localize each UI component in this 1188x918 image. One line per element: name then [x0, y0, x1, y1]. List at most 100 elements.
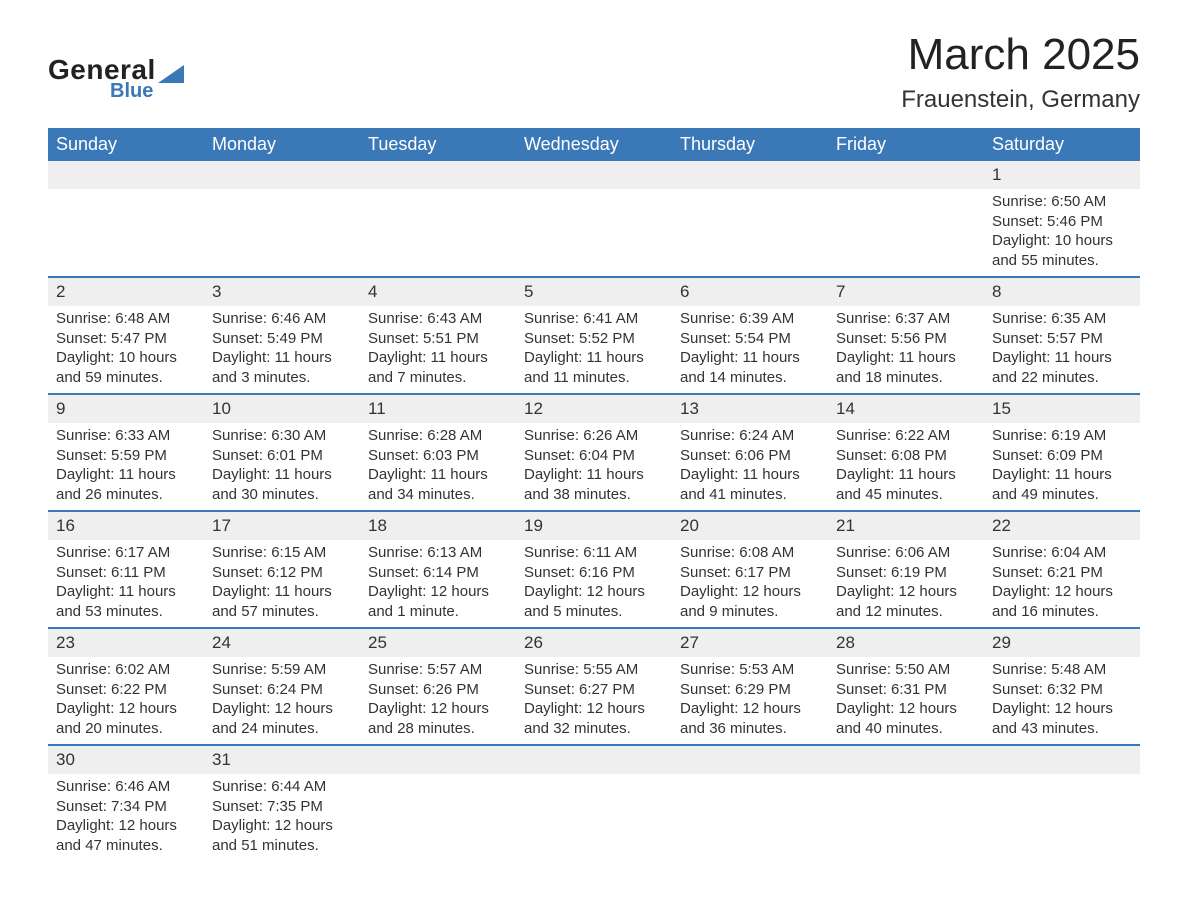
- day-number: 13: [672, 395, 828, 423]
- calendar-week-row: 30Sunrise: 6:46 AMSunset: 7:34 PMDayligh…: [48, 745, 1140, 861]
- weekday-header: Wednesday: [516, 128, 672, 161]
- day-number: 9: [48, 395, 204, 423]
- day-detail: Sunrise: 6:37 AMSunset: 5:56 PMDaylight:…: [828, 306, 984, 393]
- day-number: 12: [516, 395, 672, 423]
- day-detail: Sunrise: 6:19 AMSunset: 6:09 PMDaylight:…: [984, 423, 1140, 510]
- daylight-text: Daylight: 11 hours and 11 minutes.: [524, 348, 664, 387]
- day-detail: Sunrise: 6:04 AMSunset: 6:21 PMDaylight:…: [984, 540, 1140, 627]
- sunset-text: Sunset: 6:14 PM: [368, 563, 508, 583]
- day-detail: Sunrise: 5:53 AMSunset: 6:29 PMDaylight:…: [672, 657, 828, 744]
- daylight-text: Daylight: 11 hours and 3 minutes.: [212, 348, 352, 387]
- sunrise-text: Sunrise: 5:59 AM: [212, 660, 352, 680]
- day-detail: Sunrise: 6:24 AMSunset: 6:06 PMDaylight:…: [672, 423, 828, 510]
- calendar-day-cell: 15Sunrise: 6:19 AMSunset: 6:09 PMDayligh…: [984, 394, 1140, 511]
- sunset-text: Sunset: 6:11 PM: [56, 563, 196, 583]
- calendar-week-row: 23Sunrise: 6:02 AMSunset: 6:22 PMDayligh…: [48, 628, 1140, 745]
- sunrise-text: Sunrise: 6:22 AM: [836, 426, 976, 446]
- day-detail: Sunrise: 6:17 AMSunset: 6:11 PMDaylight:…: [48, 540, 204, 627]
- calendar-day-cell: 16Sunrise: 6:17 AMSunset: 6:11 PMDayligh…: [48, 511, 204, 628]
- day-number: 6: [672, 278, 828, 306]
- header-bar: General Blue March 2025 Frauenstein, Ger…: [48, 30, 1140, 114]
- day-detail: Sunrise: 6:08 AMSunset: 6:17 PMDaylight:…: [672, 540, 828, 627]
- calendar-day-cell: [516, 745, 672, 861]
- sunset-text: Sunset: 5:47 PM: [56, 329, 196, 349]
- day-number: 17: [204, 512, 360, 540]
- daylight-text: Daylight: 11 hours and 45 minutes.: [836, 465, 976, 504]
- day-number: 26: [516, 629, 672, 657]
- day-number-empty: [360, 746, 516, 774]
- sunset-text: Sunset: 6:04 PM: [524, 446, 664, 466]
- sunset-text: Sunset: 6:17 PM: [680, 563, 820, 583]
- daylight-text: Daylight: 12 hours and 5 minutes.: [524, 582, 664, 621]
- sunrise-text: Sunrise: 6:41 AM: [524, 309, 664, 329]
- calendar-day-cell: 8Sunrise: 6:35 AMSunset: 5:57 PMDaylight…: [984, 277, 1140, 394]
- calendar-day-cell: 22Sunrise: 6:04 AMSunset: 6:21 PMDayligh…: [984, 511, 1140, 628]
- day-number: 20: [672, 512, 828, 540]
- sunset-text: Sunset: 6:03 PM: [368, 446, 508, 466]
- location-label: Frauenstein, Germany: [901, 86, 1140, 114]
- sunset-text: Sunset: 6:24 PM: [212, 680, 352, 700]
- calendar-day-cell: 9Sunrise: 6:33 AMSunset: 5:59 PMDaylight…: [48, 394, 204, 511]
- day-number: 10: [204, 395, 360, 423]
- day-number: 28: [828, 629, 984, 657]
- day-number: 19: [516, 512, 672, 540]
- sunrise-text: Sunrise: 6:46 AM: [212, 309, 352, 329]
- day-number-empty: [672, 746, 828, 774]
- day-detail: Sunrise: 5:48 AMSunset: 6:32 PMDaylight:…: [984, 657, 1140, 744]
- sunrise-text: Sunrise: 6:17 AM: [56, 543, 196, 563]
- sunrise-text: Sunrise: 5:48 AM: [992, 660, 1132, 680]
- calendar-day-cell: 13Sunrise: 6:24 AMSunset: 6:06 PMDayligh…: [672, 394, 828, 511]
- daylight-text: Daylight: 11 hours and 34 minutes.: [368, 465, 508, 504]
- day-number: 27: [672, 629, 828, 657]
- day-detail: Sunrise: 6:30 AMSunset: 6:01 PMDaylight:…: [204, 423, 360, 510]
- calendar-day-cell: 23Sunrise: 6:02 AMSunset: 6:22 PMDayligh…: [48, 628, 204, 745]
- weekday-header: Sunday: [48, 128, 204, 161]
- day-number: 24: [204, 629, 360, 657]
- calendar-day-cell: 31Sunrise: 6:44 AMSunset: 7:35 PMDayligh…: [204, 745, 360, 861]
- daylight-text: Daylight: 12 hours and 9 minutes.: [680, 582, 820, 621]
- calendar-day-cell: 4Sunrise: 6:43 AMSunset: 5:51 PMDaylight…: [360, 277, 516, 394]
- sunrise-text: Sunrise: 6:30 AM: [212, 426, 352, 446]
- calendar-week-row: 9Sunrise: 6:33 AMSunset: 5:59 PMDaylight…: [48, 394, 1140, 511]
- sunset-text: Sunset: 5:57 PM: [992, 329, 1132, 349]
- weekday-header: Monday: [204, 128, 360, 161]
- day-number: 31: [204, 746, 360, 774]
- daylight-text: Daylight: 11 hours and 41 minutes.: [680, 465, 820, 504]
- weekday-header-row: Sunday Monday Tuesday Wednesday Thursday…: [48, 128, 1140, 161]
- daylight-text: Daylight: 11 hours and 26 minutes.: [56, 465, 196, 504]
- daylight-text: Daylight: 11 hours and 22 minutes.: [992, 348, 1132, 387]
- day-detail: Sunrise: 5:57 AMSunset: 6:26 PMDaylight:…: [360, 657, 516, 744]
- sunrise-text: Sunrise: 6:48 AM: [56, 309, 196, 329]
- day-detail: Sunrise: 5:50 AMSunset: 6:31 PMDaylight:…: [828, 657, 984, 744]
- day-number-empty: [48, 161, 204, 189]
- calendar-day-cell: 21Sunrise: 6:06 AMSunset: 6:19 PMDayligh…: [828, 511, 984, 628]
- sunrise-text: Sunrise: 6:02 AM: [56, 660, 196, 680]
- daylight-text: Daylight: 12 hours and 1 minute.: [368, 582, 508, 621]
- day-detail: Sunrise: 6:26 AMSunset: 6:04 PMDaylight:…: [516, 423, 672, 510]
- calendar-table: Sunday Monday Tuesday Wednesday Thursday…: [48, 128, 1140, 861]
- calendar-day-cell: 6Sunrise: 6:39 AMSunset: 5:54 PMDaylight…: [672, 277, 828, 394]
- sunrise-text: Sunrise: 6:43 AM: [368, 309, 508, 329]
- day-number: 30: [48, 746, 204, 774]
- sunrise-text: Sunrise: 6:08 AM: [680, 543, 820, 563]
- sunset-text: Sunset: 6:31 PM: [836, 680, 976, 700]
- day-detail: Sunrise: 6:35 AMSunset: 5:57 PMDaylight:…: [984, 306, 1140, 393]
- day-number: 14: [828, 395, 984, 423]
- sunset-text: Sunset: 6:09 PM: [992, 446, 1132, 466]
- sunrise-text: Sunrise: 6:28 AM: [368, 426, 508, 446]
- daylight-text: Daylight: 12 hours and 12 minutes.: [836, 582, 976, 621]
- daylight-text: Daylight: 11 hours and 18 minutes.: [836, 348, 976, 387]
- sunset-text: Sunset: 6:26 PM: [368, 680, 508, 700]
- calendar-day-cell: 20Sunrise: 6:08 AMSunset: 6:17 PMDayligh…: [672, 511, 828, 628]
- day-number: 29: [984, 629, 1140, 657]
- daylight-text: Daylight: 12 hours and 43 minutes.: [992, 699, 1132, 738]
- sunset-text: Sunset: 5:59 PM: [56, 446, 196, 466]
- weekday-header: Tuesday: [360, 128, 516, 161]
- daylight-text: Daylight: 12 hours and 40 minutes.: [836, 699, 976, 738]
- calendar-week-row: 16Sunrise: 6:17 AMSunset: 6:11 PMDayligh…: [48, 511, 1140, 628]
- calendar-week-row: 2Sunrise: 6:48 AMSunset: 5:47 PMDaylight…: [48, 277, 1140, 394]
- calendar-week-row: 1Sunrise: 6:50 AMSunset: 5:46 PMDaylight…: [48, 161, 1140, 277]
- daylight-text: Daylight: 12 hours and 51 minutes.: [212, 816, 352, 855]
- sunrise-text: Sunrise: 6:06 AM: [836, 543, 976, 563]
- sunrise-text: Sunrise: 6:35 AM: [992, 309, 1132, 329]
